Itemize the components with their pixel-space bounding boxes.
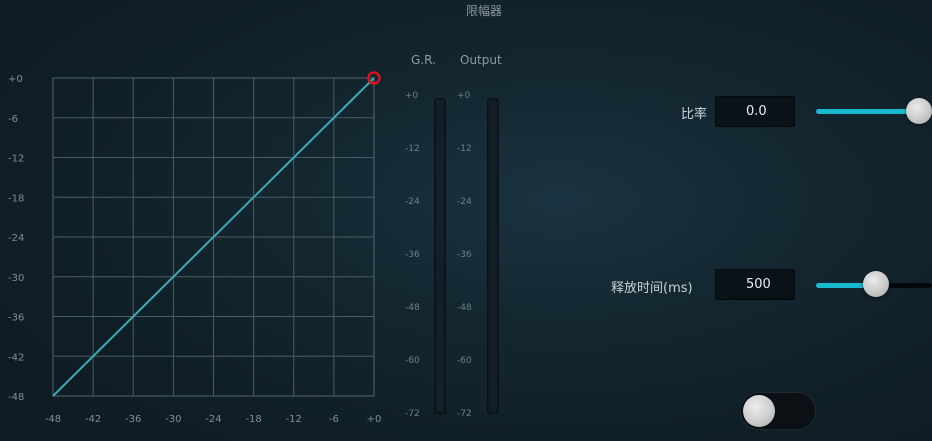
release-slider-fill: [816, 283, 868, 288]
output-meter-label: Output: [460, 53, 502, 67]
gr-meter-label: G.R.: [411, 53, 436, 67]
enable-toggle[interactable]: [740, 392, 816, 430]
x-tick-label: -12: [286, 414, 302, 425]
y-tick-label: -24: [8, 233, 24, 244]
release-label: 释放时间(ms): [611, 281, 693, 296]
y-tick-label: -36: [8, 313, 24, 324]
x-tick-label: -36: [125, 414, 141, 425]
toggle-knob: [743, 395, 775, 427]
y-tick-label: -48: [8, 392, 24, 403]
output-meter-bar: [487, 98, 499, 414]
output-scale-label: +0: [457, 91, 471, 101]
release-slider-knob[interactable]: [863, 271, 889, 297]
y-tick-label: -42: [8, 352, 24, 363]
release-value-field[interactable]: 500: [715, 269, 795, 300]
x-tick-label: -42: [85, 414, 101, 425]
transfer-curve-graph[interactable]: +0 -6 -12 -18 -24 -30 -36 -42 -48 -48 -42 -36 -30 -24…: [0, 0, 400, 441]
ratio-label: 比率: [681, 107, 708, 122]
threshold-handle[interactable]: [367, 71, 381, 85]
y-tick-label: -30: [8, 273, 24, 284]
y-tick-label: -18: [8, 193, 24, 204]
gr-scale-label: -24: [405, 197, 420, 207]
gr-scale-label: -60: [405, 356, 420, 366]
gr-scale-label: -12: [405, 144, 420, 154]
x-tick-label: -30: [165, 414, 181, 425]
output-scale-label: -72: [457, 409, 472, 419]
output-scale-label: -36: [457, 250, 472, 260]
transfer-curve-line: [52, 77, 375, 397]
gr-scale-label: +0: [405, 91, 419, 101]
gr-scale-label: -36: [405, 250, 420, 260]
y-tick-label: -6: [8, 114, 18, 125]
output-scale-label: -24: [457, 197, 472, 207]
x-tick-label: -48: [45, 414, 61, 425]
panel-title: 限幅器: [466, 4, 503, 18]
x-tick-label: -18: [245, 414, 261, 425]
ratio-slider-track[interactable]: [816, 109, 932, 114]
y-tick-label: +0: [8, 74, 23, 85]
x-tick-label: -6: [329, 414, 339, 425]
output-scale-label: -48: [457, 303, 472, 313]
ratio-value-field[interactable]: 0.0: [715, 96, 795, 127]
x-tick-label: -24: [205, 414, 221, 425]
gr-scale-label: -72: [405, 409, 420, 419]
output-scale-label: -60: [457, 356, 472, 366]
output-scale-label: -12: [457, 144, 472, 154]
gr-meter-bar: [434, 98, 446, 414]
ratio-slider-knob[interactable]: [906, 98, 932, 124]
gr-scale-label: -48: [405, 303, 420, 313]
y-tick-label: -12: [8, 154, 24, 165]
x-tick-label: +0: [367, 414, 382, 425]
